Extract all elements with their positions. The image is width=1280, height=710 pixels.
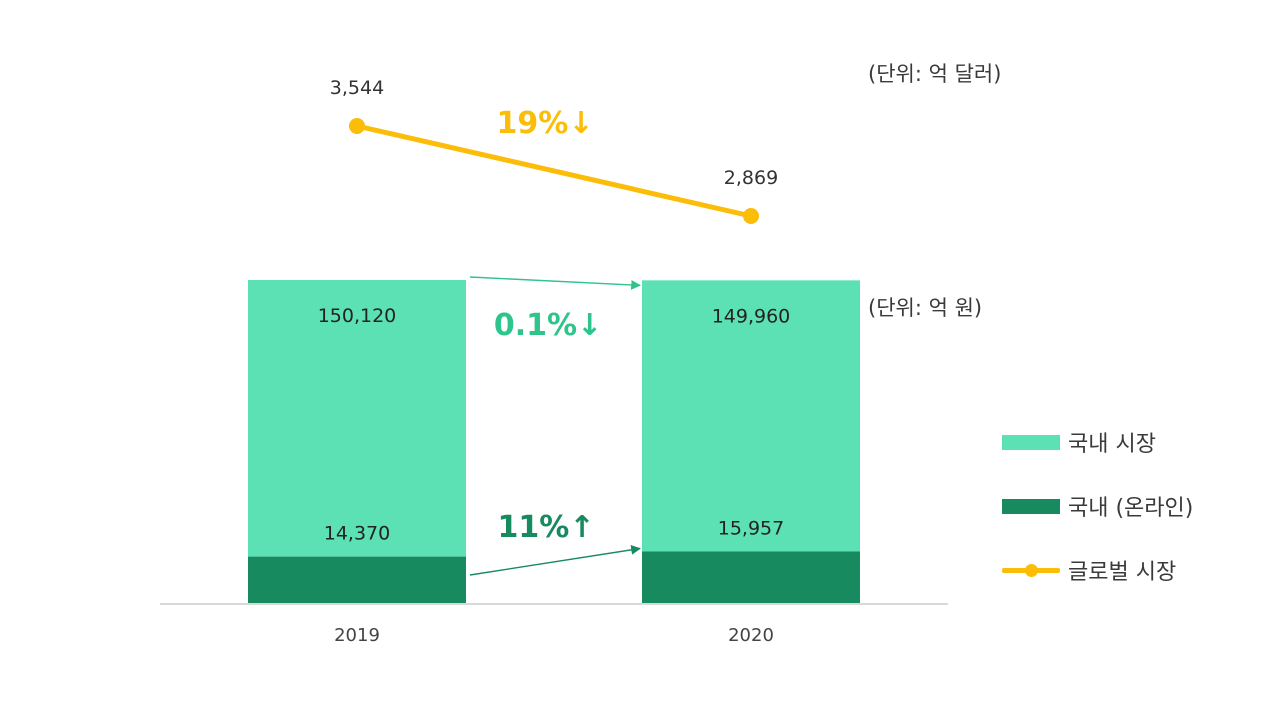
legend: 국내 시장 국내 (온라인) 글로벌 시장	[1002, 426, 1193, 618]
legend-item-global: 글로벌 시장	[1002, 554, 1193, 586]
bar-domestic-2020	[642, 280, 860, 552]
data-label-domestic-2019: 150,120	[318, 305, 397, 327]
legend-label-global: 글로벌 시장	[1068, 560, 1177, 585]
global-point-2020	[743, 208, 759, 224]
bar-online-2019	[248, 556, 466, 603]
legend-swatch-domestic	[1002, 434, 1060, 450]
arrow-online-change	[469, 545, 641, 576]
legend-label-domestic: 국내 시장	[1068, 432, 1156, 457]
global-market-line	[354, 123, 754, 219]
bar-domestic-2019	[248, 280, 466, 557]
legend-item-domestic: 국내 시장	[1002, 426, 1193, 458]
domestic-unit-label: (단위: 억 원)	[868, 296, 983, 320]
change-label-domestic: 0.1%↓	[494, 308, 602, 343]
x-tick-label-2019: 2019	[334, 625, 380, 646]
x-tick-label-2020: 2020	[728, 625, 774, 646]
data-label-global-2020: 2,869	[724, 167, 778, 189]
change-label-global: 19%↓	[497, 106, 594, 141]
arrow-domestic-change	[469, 276, 641, 290]
legend-swatch-online	[1002, 498, 1060, 514]
legend-label-online: 국내 (온라인)	[1068, 496, 1194, 521]
global-point-2019	[349, 118, 365, 134]
global-unit-label: (단위: 억 달러)	[868, 62, 1002, 86]
bar-online-2020	[642, 551, 860, 603]
data-label-online-2020: 15,957	[718, 518, 784, 540]
legend-item-online: 국내 (온라인)	[1002, 490, 1193, 522]
data-label-online-2019: 14,370	[324, 523, 390, 545]
data-label-global-2019: 3,544	[330, 77, 384, 99]
data-label-domestic-2020: 149,960	[712, 305, 791, 327]
change-label-online: 11%↑	[498, 510, 595, 545]
legend-swatch-global	[1002, 559, 1060, 581]
